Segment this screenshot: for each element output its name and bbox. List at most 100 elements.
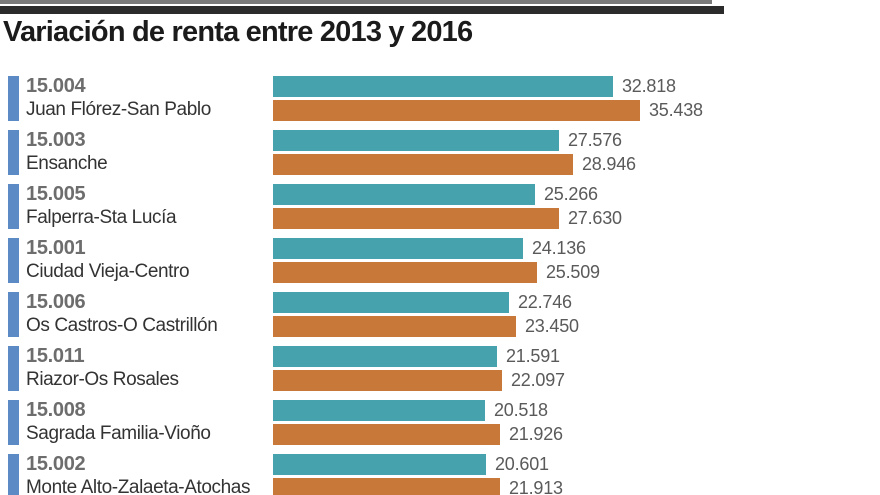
bar-line: 25.266 [273,184,622,205]
district-marker [8,346,19,391]
bar-group: 24.136 25.509 [273,238,600,286]
value-2016: 22.097 [511,370,565,390]
district-marker [8,292,19,337]
bar-chart: 15.004 Juan Flórez-San Pablo 32.818 35.4… [0,75,724,495]
district-marker [8,454,19,495]
bar-group: 20.518 21.926 [273,400,563,448]
district-name: Ensanche [26,153,108,174]
district-marker [8,400,19,445]
district-marker [8,130,19,175]
district-code: 15.003 [26,129,86,151]
bar-group: 22.746 23.450 [273,292,579,340]
bar-2013 [273,76,613,97]
district-row: 15.008 Sagrada Familia-Vioño 20.518 21.9… [0,399,724,453]
district-code: 15.001 [26,237,86,259]
chart-title: Variación de renta entre 2013 y 2016 [3,16,473,48]
bar-2016 [273,262,537,283]
bar-2013 [273,454,486,475]
district-labels: 15.005 Falperra-Sta Lucía [26,183,177,229]
bar-line: 21.913 [273,478,563,495]
district-row: 15.003 Ensanche 27.576 28.946 [0,129,724,183]
district-row: 15.002 Monte Alto-Zalaeta-Atochas 20.601… [0,453,724,495]
bar-2016 [273,370,502,391]
bar-line: 21.926 [273,424,563,445]
bar-2013 [273,238,523,259]
bar-2016 [273,478,500,495]
bar-2013 [273,400,485,421]
district-labels: 15.004 Juan Flórez-San Pablo [26,75,211,121]
value-2013: 20.518 [494,400,548,420]
value-2016: 21.913 [509,478,563,495]
bar-line: 20.518 [273,400,563,421]
district-labels: 15.002 Monte Alto-Zalaeta-Atochas [26,453,250,495]
bar-line: 23.450 [273,316,579,337]
bar-line: 22.746 [273,292,579,313]
bar-line: 28.946 [273,154,636,175]
bar-line: 35.438 [273,100,703,121]
district-labels: 15.003 Ensanche [26,129,108,175]
district-name: Sagrada Familia-Vioño [26,423,211,444]
district-name: Juan Flórez-San Pablo [26,99,211,120]
value-2016: 23.450 [525,316,579,336]
district-name: Ciudad Vieja-Centro [26,261,190,282]
district-name: Monte Alto-Zalaeta-Atochas [26,477,251,495]
value-2013: 22.746 [518,292,572,312]
district-name: Riazor-Os Rosales [26,369,179,390]
value-2016: 27.630 [568,208,622,228]
bar-group: 25.266 27.630 [273,184,622,232]
district-code: 15.006 [26,291,86,313]
bar-line: 24.136 [273,238,600,259]
value-2013: 24.136 [532,238,586,258]
district-marker [8,238,19,283]
bar-group: 20.601 21.913 [273,454,563,495]
bar-2016 [273,154,573,175]
value-2016: 28.946 [582,154,636,174]
value-2016: 35.438 [649,100,703,120]
district-code: 15.002 [26,453,86,475]
bar-2016 [273,316,516,337]
value-2013: 20.601 [495,454,549,474]
bar-2016 [273,424,500,445]
bar-line: 27.630 [273,208,622,229]
value-2013: 32.818 [622,76,676,96]
top-rule-thick [0,6,724,14]
bar-line: 20.601 [273,454,563,475]
bar-group: 21.591 22.097 [273,346,565,394]
bar-line: 25.509 [273,262,600,283]
district-marker [8,184,19,229]
district-row: 15.011 Riazor-Os Rosales 21.591 22.097 [0,345,724,399]
bar-line: 27.576 [273,130,636,151]
district-code: 15.008 [26,399,86,421]
bar-2016 [273,100,640,121]
bar-group: 27.576 28.946 [273,130,636,178]
bar-line: 21.591 [273,346,565,367]
district-code: 15.005 [26,183,86,205]
bar-2016 [273,208,559,229]
district-code: 15.004 [26,75,86,97]
bar-2013 [273,130,559,151]
bar-2013 [273,346,497,367]
district-labels: 15.008 Sagrada Familia-Vioño [26,399,211,445]
value-2016: 21.926 [509,424,563,444]
bar-line: 32.818 [273,76,703,97]
district-labels: 15.006 Os Castros-O Castrillón [26,291,218,337]
district-marker [8,76,19,121]
district-row: 15.005 Falperra-Sta Lucía 25.266 27.630 [0,183,724,237]
district-row: 15.001 Ciudad Vieja-Centro 24.136 25.509 [0,237,724,291]
district-name: Falperra-Sta Lucía [26,207,177,228]
district-row: 15.004 Juan Flórez-San Pablo 32.818 35.4… [0,75,724,129]
district-name: Os Castros-O Castrillón [26,315,218,336]
district-labels: 15.001 Ciudad Vieja-Centro [26,237,190,283]
bar-line: 22.097 [273,370,565,391]
top-rule-thin [0,0,712,4]
bar-group: 32.818 35.438 [273,76,703,124]
value-2013: 21.591 [506,346,560,366]
bar-2013 [273,292,509,313]
district-labels: 15.011 Riazor-Os Rosales [26,345,179,391]
value-2013: 27.576 [568,130,622,150]
bar-2013 [273,184,535,205]
value-2016: 25.509 [546,262,600,282]
district-code: 15.011 [26,345,85,367]
district-row: 15.006 Os Castros-O Castrillón 22.746 23… [0,291,724,345]
